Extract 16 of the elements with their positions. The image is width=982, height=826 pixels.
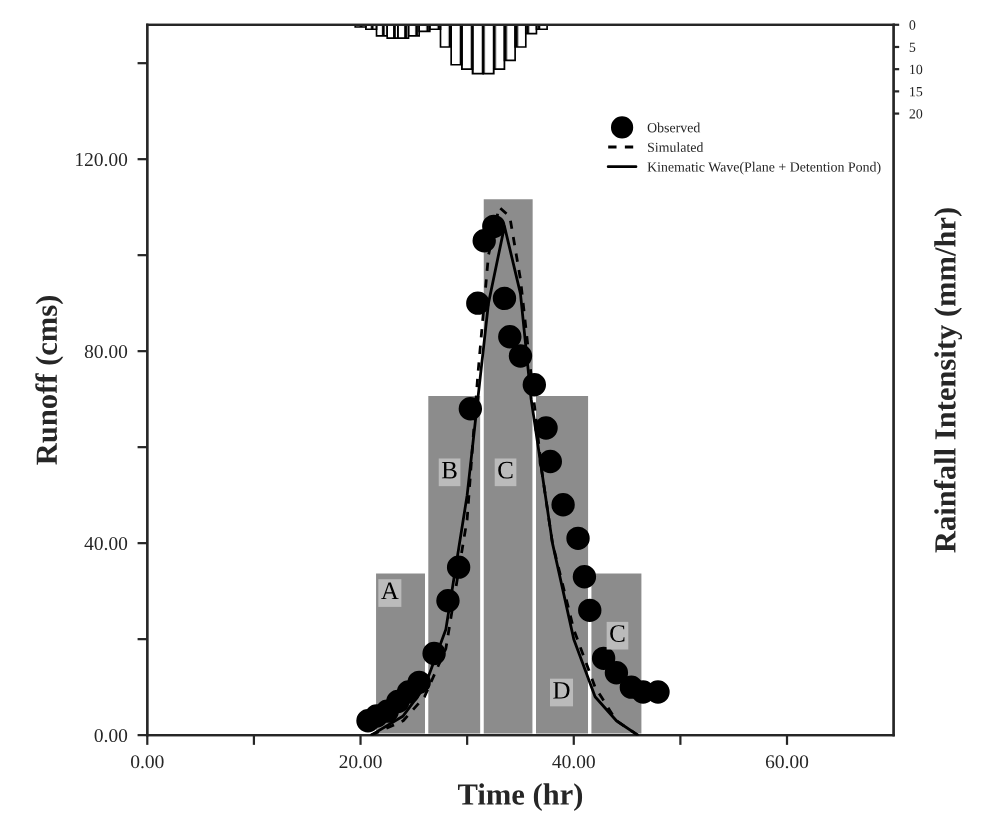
y-tick-label: 80.00 [84,344,128,359]
y-tick-label: 120.00 [76,152,128,167]
y-axis-title: Runoff (cms) [35,296,64,465]
annotation: B [441,461,457,479]
y-tick-label: 40.00 [84,536,128,551]
annotation: C [498,461,513,479]
annotation: C [610,625,625,642]
y-tick-label: 0.00 [94,728,128,743]
annotation: A [381,582,399,600]
x-tick-label: 60.00 [765,755,809,769]
x-tick-label: 0.00 [131,755,164,769]
x-tick-label: 20.00 [339,755,382,769]
annotation: D [553,682,570,699]
x-tick-label: 40.00 [552,755,595,769]
x-axis-title: Time (hr) [457,783,583,812]
y2-axis-title: Rainfall Intensity (mm/hr) [933,208,962,553]
